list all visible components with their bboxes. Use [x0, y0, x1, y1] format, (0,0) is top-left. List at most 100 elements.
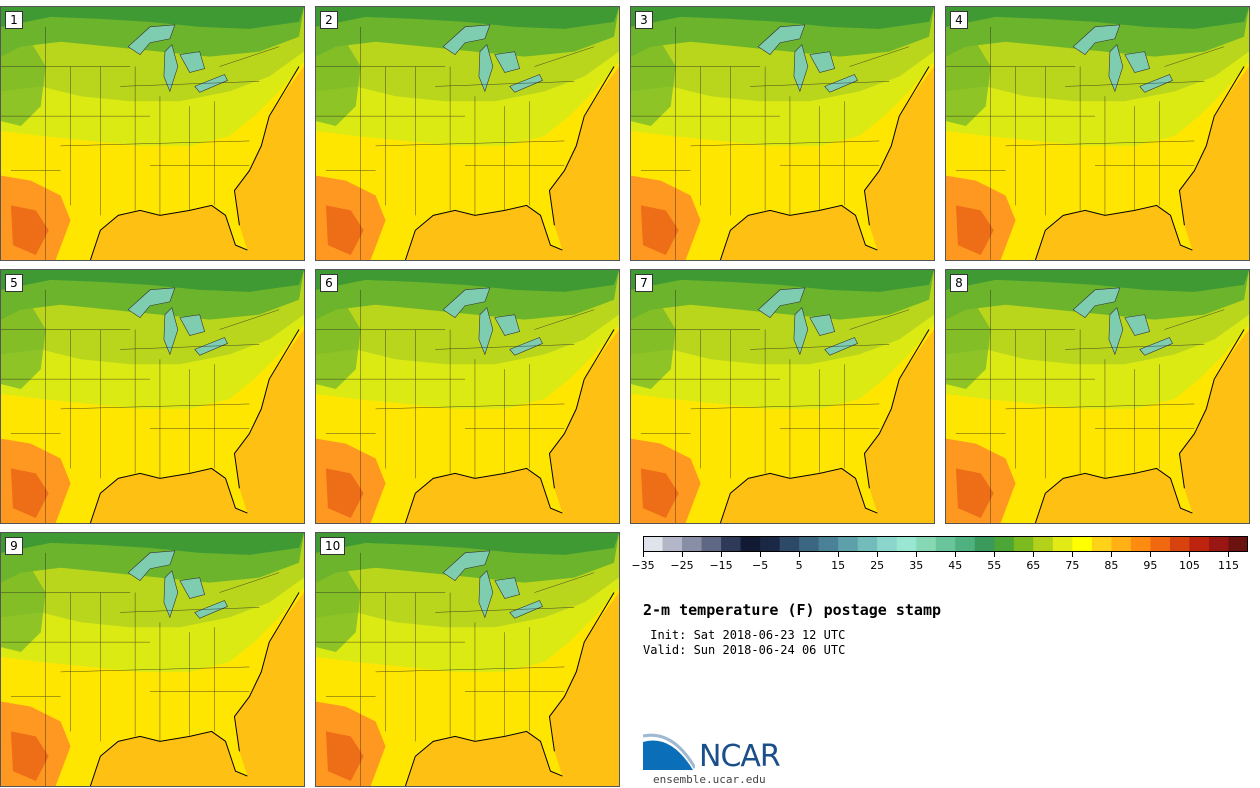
- colorbar-tick-label: 45: [948, 559, 963, 572]
- colorbar-swatch: [1052, 536, 1073, 552]
- colorbar-tick: [760, 552, 762, 557]
- temperature-map: [316, 270, 619, 523]
- colorbar-swatch: [955, 536, 976, 552]
- temperature-map: [946, 270, 1249, 523]
- colorbar-tick-label: 25: [870, 559, 885, 572]
- colorbar-swatch: [662, 536, 683, 552]
- temperature-map: [316, 533, 619, 786]
- temperature-map: [1, 533, 304, 786]
- temperature-map: [631, 7, 934, 260]
- colorbar-tick: [1033, 552, 1035, 557]
- member-label: 6: [320, 274, 338, 292]
- colorbar-ticks: −35 −25 −15 −5 5 15 25 35 45 55 65 75 85 95 105 115: [631, 552, 1248, 576]
- colorbar-tick: [916, 552, 918, 557]
- colorbar-tick: [1189, 552, 1191, 557]
- colorbar-tick: [682, 552, 684, 557]
- colorbar-tick-label: 35: [909, 559, 924, 572]
- colorbar-swatch: [1033, 536, 1054, 552]
- colorbar-tick-label: 85: [1104, 559, 1119, 572]
- colorbar-tick: [994, 552, 996, 557]
- ncar-logo: NCAR: [643, 732, 803, 782]
- colorbar-tick: [1072, 552, 1074, 557]
- colorbar-swatch: [740, 536, 761, 552]
- colorbar-swatch: [760, 536, 781, 552]
- plot-title: 2-m temperature (F) postage stamp: [643, 601, 942, 619]
- member-label: 5: [5, 274, 23, 292]
- colorbar-swatch: [682, 536, 703, 552]
- colorbar-swatch: [799, 536, 820, 552]
- colorbar-swatch: [1091, 536, 1112, 552]
- colorbar-swatch: [1189, 536, 1210, 552]
- colorbar-swatch: [974, 536, 995, 552]
- colorbar-tick-label: −35: [631, 559, 655, 572]
- colorbar-swatch: [994, 536, 1015, 552]
- logo-wordmark: NCAR: [699, 739, 781, 774]
- member-panel-1: 1: [0, 6, 305, 261]
- member-label: 3: [635, 11, 653, 29]
- colorbar-swatch: [857, 536, 878, 552]
- colorbar-tick: [877, 552, 879, 557]
- colorbar-swatch: [1228, 536, 1248, 552]
- member-label: 4: [950, 11, 968, 29]
- member-label: 1: [5, 11, 23, 29]
- member-panel-10: 10: [315, 532, 620, 787]
- colorbar-tick-label: 55: [987, 559, 1002, 572]
- colorbar-swatch: [1130, 536, 1151, 552]
- colorbar-tick: [643, 552, 644, 557]
- colorbar-tick-label: 65: [1026, 559, 1041, 572]
- colorbar-tick-label: 115: [1217, 559, 1239, 572]
- member-panel-7: 7: [630, 269, 935, 524]
- member-label: 8: [950, 274, 968, 292]
- colorbar-swatch: [1111, 536, 1132, 552]
- member-label: 2: [320, 11, 338, 29]
- temperature-colorbar: [643, 536, 1248, 552]
- colorbar-swatch: [1208, 536, 1229, 552]
- colorbar-tick-label: 75: [1065, 559, 1080, 572]
- temperature-map: [1, 7, 304, 260]
- colorbar-swatch: [1150, 536, 1171, 552]
- colorbar-swatch: [1169, 536, 1190, 552]
- colorbar-tick: [799, 552, 801, 557]
- member-panel-5: 5: [0, 269, 305, 524]
- colorbar-swatch: [935, 536, 956, 552]
- member-panel-8: 8: [945, 269, 1250, 524]
- colorbar-tick-label: −25: [670, 559, 694, 572]
- valid-time: Valid: Sun 2018-06-24 06 UTC: [643, 643, 846, 657]
- colorbar-tick: [1228, 552, 1230, 557]
- member-panel-4: 4: [945, 6, 1250, 261]
- colorbar-swatch: [877, 536, 898, 552]
- colorbar-tick-label: −5: [751, 559, 769, 572]
- temperature-map: [946, 7, 1249, 260]
- member-label: 10: [320, 537, 346, 555]
- colorbar-tick: [955, 552, 957, 557]
- colorbar-swatch: [1013, 536, 1034, 552]
- temperature-map: [316, 7, 619, 260]
- colorbar-swatch: [1072, 536, 1093, 552]
- colorbar-swatch: [896, 536, 917, 552]
- colorbar-swatch: [916, 536, 937, 552]
- colorbar-tick-label: −15: [709, 559, 733, 572]
- colorbar-swatch: [779, 536, 800, 552]
- colorbar-tick: [721, 552, 723, 557]
- colorbar-tick-label: 5: [795, 559, 803, 572]
- member-panel-6: 6: [315, 269, 620, 524]
- init-time: Init: Sat 2018-06-23 12 UTC: [643, 628, 846, 642]
- colorbar-swatch: [643, 536, 664, 552]
- colorbar-tick-label: 105: [1178, 559, 1200, 572]
- colorbar-swatch: [701, 536, 722, 552]
- colorbar-tick-label: 15: [831, 559, 846, 572]
- member-panel-9: 9: [0, 532, 305, 787]
- colorbar-tick: [1150, 552, 1152, 557]
- colorbar-tick: [838, 552, 840, 557]
- colorbar-swatch: [818, 536, 839, 552]
- colorbar-border: [643, 536, 1248, 552]
- member-panel-3: 3: [630, 6, 935, 261]
- ncar-swoosh-icon: [643, 733, 695, 770]
- colorbar-tick: [1111, 552, 1113, 557]
- logo-url: ensemble.ucar.edu: [653, 773, 766, 786]
- member-panel-2: 2: [315, 6, 620, 261]
- colorbar-swatch: [838, 536, 859, 552]
- temperature-map: [1, 270, 304, 523]
- member-label: 9: [5, 537, 23, 555]
- colorbar-swatch: [721, 536, 742, 552]
